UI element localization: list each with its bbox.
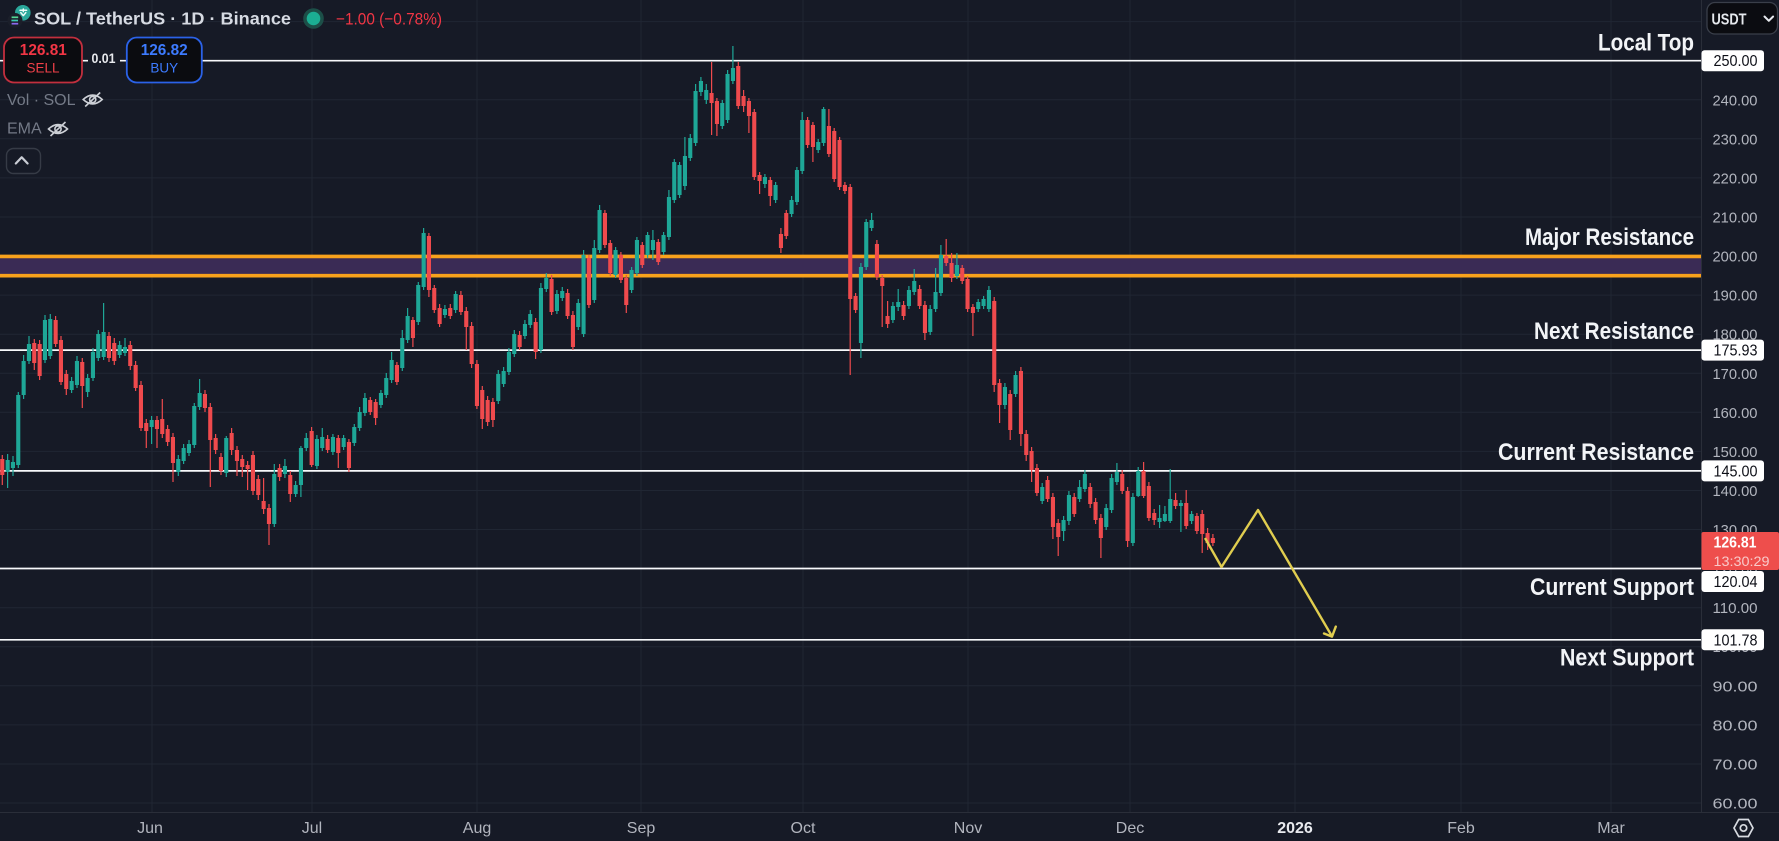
svg-text:120.04: 120.04 — [1714, 574, 1758, 591]
svg-text:Jun: Jun — [137, 820, 163, 837]
svg-text:145.00: 145.00 — [1714, 463, 1758, 480]
svg-text:SELL: SELL — [26, 61, 60, 76]
svg-text:240.00: 240.00 — [1713, 92, 1758, 109]
svg-text:140.00: 140.00 — [1713, 483, 1758, 500]
svg-text:80.00: 80.00 — [1713, 717, 1758, 734]
svg-text:Current Support: Current Support — [1530, 574, 1694, 601]
svg-text:200.00: 200.00 — [1713, 249, 1758, 266]
svg-text:230.00: 230.00 — [1713, 131, 1758, 148]
svg-text:160.00: 160.00 — [1713, 405, 1758, 422]
svg-text:Feb: Feb — [1447, 820, 1475, 837]
svg-text:126.81: 126.81 — [20, 42, 67, 59]
svg-text:Major Resistance: Major Resistance — [1525, 224, 1694, 251]
svg-text:SOL / TetherUS · 1D · Binance: SOL / TetherUS · 1D · Binance — [34, 9, 291, 29]
svg-text:90.00: 90.00 — [1713, 678, 1758, 695]
svg-text:210.00: 210.00 — [1713, 210, 1758, 227]
svg-text:175.93: 175.93 — [1714, 343, 1758, 360]
svg-text:126.81: 126.81 — [1714, 535, 1757, 552]
svg-text:Local Top: Local Top — [1598, 29, 1694, 56]
svg-text:220.00: 220.00 — [1713, 170, 1758, 187]
svg-text:−1.00 (−0.78%): −1.00 (−0.78%) — [336, 10, 442, 29]
svg-text:BUY: BUY — [150, 61, 178, 76]
svg-text:60.00: 60.00 — [1713, 796, 1758, 813]
svg-text:70.00: 70.00 — [1713, 757, 1758, 774]
svg-text:190.00: 190.00 — [1713, 288, 1758, 305]
svg-text:Mar: Mar — [1597, 820, 1625, 837]
svg-text:Oct: Oct — [791, 820, 816, 837]
svg-text:2026: 2026 — [1277, 820, 1313, 837]
svg-text:Sep: Sep — [627, 820, 656, 837]
svg-text:110.00: 110.00 — [1713, 600, 1758, 617]
svg-text:0.01: 0.01 — [92, 51, 116, 66]
svg-text:Vol · SOL: Vol · SOL — [7, 92, 76, 109]
svg-text:Dec: Dec — [1116, 820, 1144, 837]
svg-text:13:30:29: 13:30:29 — [1714, 554, 1770, 569]
svg-text:Jul: Jul — [302, 820, 322, 837]
svg-text:101.78: 101.78 — [1714, 632, 1758, 649]
svg-text:Next Resistance: Next Resistance — [1534, 318, 1694, 345]
svg-text:180.00: 180.00 — [1713, 327, 1758, 344]
svg-text:Aug: Aug — [463, 820, 491, 837]
svg-text:150.00: 150.00 — [1713, 444, 1758, 461]
svg-text:Nov: Nov — [954, 820, 982, 837]
svg-text:Next Support: Next Support — [1560, 645, 1694, 672]
svg-text:Current Resistance: Current Resistance — [1498, 439, 1694, 466]
svg-text:250.00: 250.00 — [1714, 53, 1758, 70]
svg-text:170.00: 170.00 — [1713, 366, 1758, 383]
svg-text:126.82: 126.82 — [141, 42, 188, 59]
svg-text:EMA: EMA — [7, 121, 42, 138]
svg-text:USDT: USDT — [1712, 12, 1747, 29]
